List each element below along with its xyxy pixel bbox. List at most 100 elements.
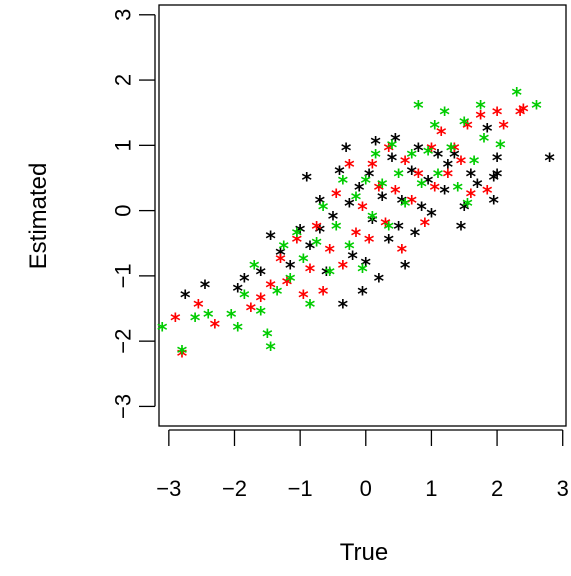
plot-frame — [158, 4, 567, 427]
data-point: * — [367, 210, 378, 234]
data-point: * — [416, 197, 427, 221]
data-point: * — [397, 191, 408, 215]
data-point: * — [443, 155, 454, 179]
x-tick-label: −1 — [288, 476, 313, 501]
data-point: * — [531, 96, 542, 120]
data-point: * — [298, 285, 309, 309]
data-point: * — [390, 181, 401, 205]
data-point: * — [406, 145, 417, 169]
data-point: * — [452, 178, 463, 202]
x-tick-label: 1 — [425, 476, 437, 501]
data-point: * — [364, 230, 375, 254]
data-point: * — [285, 269, 296, 293]
data-point: * — [177, 344, 188, 368]
data-point: * — [482, 181, 493, 205]
x-tick-label: −3 — [156, 476, 181, 501]
data-points: * * ** ************************************… — [157, 83, 555, 368]
y-axis-label: Estimated — [25, 163, 52, 270]
data-point: * — [262, 325, 273, 349]
data-point: * — [170, 308, 181, 332]
data-point: * — [423, 171, 434, 195]
data-point: * — [406, 191, 417, 215]
data-point: * — [429, 116, 440, 140]
data-point: * — [311, 233, 322, 257]
data-point: * — [324, 263, 335, 287]
data-point: * — [364, 165, 375, 189]
data-point: * — [351, 223, 362, 247]
data-point: * — [459, 197, 470, 221]
data-point: * — [439, 103, 450, 127]
data-point: * — [341, 139, 352, 163]
data-point: * — [344, 237, 355, 261]
data-point: * — [433, 145, 444, 169]
data-point: * — [357, 259, 368, 283]
data-point: * — [331, 217, 342, 241]
data-point: * — [416, 174, 427, 198]
y-axis: −3 −2 −1 0 1 2 3 — [111, 9, 156, 419]
data-point: * — [226, 305, 237, 329]
data-point: * — [433, 165, 444, 189]
data-point: * — [292, 230, 303, 254]
data-point: * — [462, 194, 473, 218]
data-point: * — [384, 217, 395, 241]
data-point: * — [275, 250, 286, 274]
data-point: * — [370, 132, 381, 156]
data-point: * — [347, 246, 358, 270]
data-point: * — [180, 285, 191, 309]
data-point: * — [436, 122, 447, 146]
data-point: * — [475, 96, 486, 120]
data-point: * — [357, 197, 368, 221]
data-point: * — [305, 237, 316, 261]
data-point: * — [390, 129, 401, 153]
data-point: * — [374, 269, 385, 293]
data-point: * — [344, 194, 355, 218]
data-point: * — [446, 139, 457, 163]
data-point: * — [472, 174, 483, 198]
data-point: * — [285, 256, 296, 280]
data-point: * — [413, 165, 424, 189]
data-point: * — [479, 129, 490, 153]
data-point: * — [321, 263, 332, 287]
data-point: * — [400, 152, 411, 176]
data-point: * — [295, 220, 306, 244]
data-point: * — [315, 220, 326, 244]
data-point: * — [492, 103, 503, 127]
data-point: * — [423, 142, 434, 166]
data-point: * — [338, 295, 349, 319]
data-point: * — [393, 165, 404, 189]
data-point: * — [459, 112, 470, 136]
data-point: * — [203, 305, 214, 329]
data-point: * — [361, 253, 372, 277]
data-point: * — [233, 279, 244, 303]
y-tick-label: 0 — [111, 204, 136, 216]
data-point: * — [305, 295, 316, 319]
data-point: * — [324, 240, 335, 264]
data-point: * — [400, 194, 411, 218]
data-point: * — [466, 165, 477, 189]
data-point: * — [334, 161, 345, 185]
data-point: * — [282, 272, 293, 296]
data-point: * — [239, 269, 250, 293]
data-point: * — [429, 178, 440, 202]
data-point: * — [305, 259, 316, 283]
data-point: * — [233, 318, 244, 342]
data-point: * — [338, 171, 349, 195]
data-point: * — [367, 155, 378, 179]
data-point: * — [393, 217, 404, 241]
data-point: * — [256, 263, 267, 287]
data-point: * — [387, 148, 398, 172]
data-point: * — [318, 282, 329, 306]
data-point: * — [272, 282, 283, 306]
data-point: * — [249, 256, 260, 280]
data-point: * — [331, 184, 342, 208]
data-point: * — [466, 184, 477, 208]
data-point: * — [190, 308, 201, 332]
data-point: * — [489, 191, 500, 215]
data-point: * — [475, 106, 486, 130]
data-point: * — [489, 168, 500, 192]
data-point: * — [420, 214, 431, 238]
data-point: * — [413, 96, 424, 120]
data-point: * — [301, 168, 312, 192]
data-point: * — [462, 116, 473, 140]
